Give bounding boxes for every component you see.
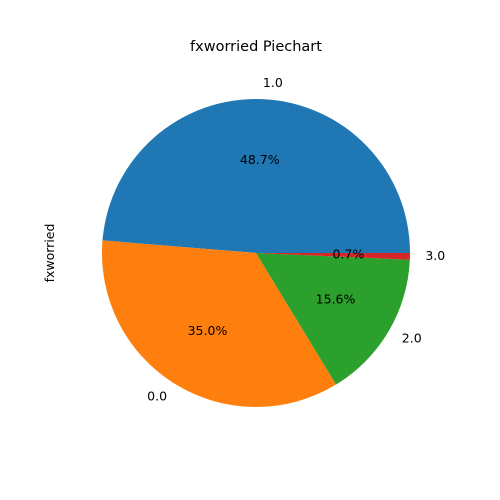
pie-slice-3-0: [256, 253, 410, 260]
percent-label: 35.0%: [188, 323, 228, 338]
pie-slice-2-0: [256, 253, 410, 385]
category-label: 0.0: [147, 389, 167, 404]
pie-labels: 1.0 48.7% 0.0 35.0% 2.0 15.6% 3.0 0.7%: [147, 75, 445, 403]
percent-label: 0.7%: [332, 247, 364, 262]
category-label: 2.0: [402, 331, 422, 346]
percent-label: 15.6%: [316, 292, 356, 307]
percent-label: 48.7%: [240, 152, 280, 167]
pie-slices: [102, 99, 410, 408]
chart-title: fxworried Piechart: [190, 39, 322, 55]
y-axis-label: fxworried: [42, 224, 57, 283]
category-label: 3.0: [425, 248, 445, 263]
pie-slice-0-0: [102, 240, 337, 408]
pie-slice-1-0: [102, 99, 410, 253]
category-label: 1.0: [263, 75, 283, 90]
